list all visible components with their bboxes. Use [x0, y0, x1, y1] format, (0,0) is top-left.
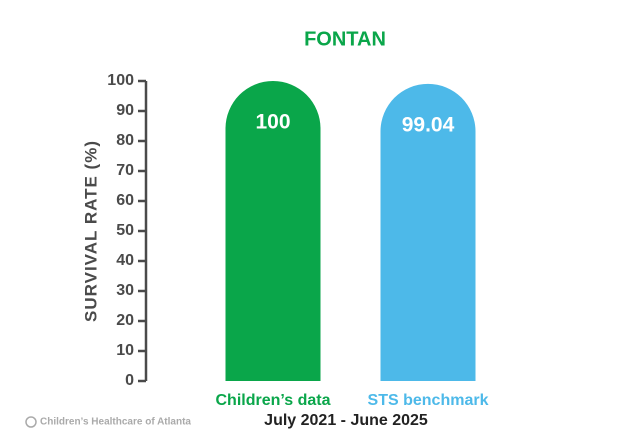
logo [25, 416, 37, 428]
value-label: 100 [255, 111, 290, 134]
y-tick-label: 100 [107, 72, 134, 89]
y-tick-label: 90 [116, 102, 134, 119]
footer: Children’s Healthcare of Atlanta [40, 417, 191, 428]
y-tick-label: 70 [116, 162, 134, 179]
x-tick-label: STS benchmark [368, 392, 489, 409]
x-tick-label: Children’s data [216, 392, 331, 409]
y-axis-label: SURVIVAL RATE (%) [81, 140, 100, 322]
y-tick-label: 50 [116, 222, 134, 239]
bar [225, 81, 321, 382]
y-tick-label: 60 [116, 192, 134, 209]
y-tick-label: 20 [116, 312, 134, 329]
chart-title: FONTAN [304, 28, 386, 50]
y-tick-label: 10 [116, 342, 134, 359]
y-tick-label: 0 [125, 372, 134, 389]
x-axis-label: July 2021 - June 2025 [264, 412, 428, 429]
y-tick-label: 80 [116, 132, 134, 149]
value-label: 99.04 [402, 113, 455, 136]
y-tick-label: 30 [116, 282, 134, 299]
y-tick-label: 40 [116, 252, 134, 269]
bar [380, 83, 476, 381]
